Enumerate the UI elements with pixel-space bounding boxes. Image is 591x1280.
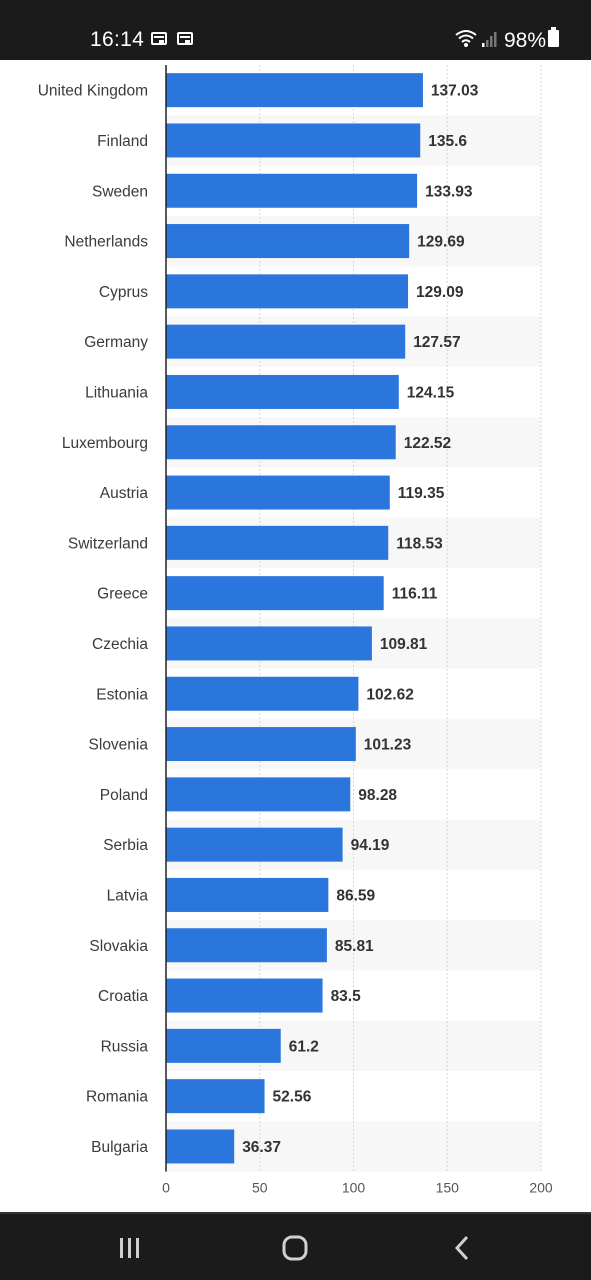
value-label: 119.35 bbox=[398, 485, 445, 502]
bar bbox=[166, 676, 359, 711]
category-label: Netherlands bbox=[64, 234, 148, 251]
bar bbox=[166, 777, 351, 812]
x-tick-label: 100 bbox=[342, 1180, 366, 1196]
value-label: 116.11 bbox=[392, 586, 438, 603]
value-label: 129.09 bbox=[416, 284, 464, 301]
category-label: Cyprus bbox=[99, 284, 148, 301]
navigation-bar bbox=[0, 1212, 591, 1280]
bar bbox=[166, 1079, 265, 1114]
category-label: Slovakia bbox=[89, 938, 148, 955]
status-time: 16:14 bbox=[90, 28, 145, 51]
bar bbox=[166, 978, 323, 1013]
value-label: 135.6 bbox=[428, 133, 467, 150]
notification-card-icon bbox=[151, 32, 167, 45]
value-label: 83.5 bbox=[331, 988, 362, 1005]
bar bbox=[166, 173, 418, 208]
signal-icon bbox=[482, 32, 497, 47]
value-label: 102.62 bbox=[366, 686, 413, 703]
category-label: Slovenia bbox=[89, 737, 149, 754]
bar bbox=[166, 274, 409, 309]
category-label: Poland bbox=[100, 787, 148, 804]
category-label: Finland bbox=[97, 133, 148, 150]
value-label: 118.53 bbox=[396, 535, 443, 552]
bar-chart: United Kingdom 137.03 Finland 135.6 Sweden 13… bbox=[38, 65, 553, 1196]
value-label: 129.69 bbox=[417, 234, 465, 251]
bar bbox=[166, 928, 327, 963]
value-label: 109.81 bbox=[380, 636, 428, 653]
value-label: 101.23 bbox=[364, 737, 412, 754]
value-label: 133.93 bbox=[425, 183, 473, 200]
value-label: 94.19 bbox=[351, 837, 390, 854]
bar bbox=[166, 73, 423, 108]
category-label: Greece bbox=[97, 586, 148, 603]
bar bbox=[166, 374, 399, 409]
category-label: Germany bbox=[84, 334, 148, 351]
bar bbox=[166, 827, 343, 862]
bar bbox=[166, 525, 389, 560]
value-label: 85.81 bbox=[335, 938, 374, 955]
bar bbox=[166, 224, 410, 259]
notification-card-icon bbox=[177, 32, 193, 45]
bar bbox=[166, 576, 384, 611]
category-label: Switzerland bbox=[68, 535, 148, 552]
category-label: Serbia bbox=[103, 837, 148, 854]
bar bbox=[166, 475, 390, 510]
battery-percent: 98% bbox=[504, 29, 547, 52]
bar bbox=[166, 626, 372, 661]
battery-icon bbox=[548, 27, 559, 47]
category-label: Czechia bbox=[92, 636, 148, 653]
category-label: Lithuania bbox=[85, 384, 148, 401]
value-label: 86.59 bbox=[336, 887, 375, 904]
bar bbox=[166, 1129, 235, 1164]
value-label: 127.57 bbox=[413, 334, 460, 351]
home-icon[interactable] bbox=[260, 1214, 330, 1280]
wifi-icon bbox=[455, 30, 477, 47]
category-label: Sweden bbox=[92, 183, 148, 200]
category-label: Estonia bbox=[96, 686, 148, 703]
value-label: 137.03 bbox=[431, 83, 479, 100]
bar bbox=[166, 324, 406, 359]
status-bar: 16:14 98% bbox=[0, 0, 591, 60]
recent-apps-icon[interactable] bbox=[95, 1214, 165, 1280]
category-label: Austria bbox=[100, 485, 149, 502]
value-label: 61.2 bbox=[289, 1038, 319, 1055]
x-tick-label: 0 bbox=[162, 1180, 170, 1196]
x-tick-label: 50 bbox=[252, 1180, 268, 1196]
x-tick-label: 200 bbox=[529, 1180, 553, 1196]
category-label: Russia bbox=[101, 1038, 149, 1055]
bar bbox=[166, 877, 329, 912]
value-label: 52.56 bbox=[273, 1089, 312, 1106]
category-label: Romania bbox=[86, 1089, 148, 1106]
bar bbox=[166, 425, 396, 460]
chart: United Kingdom 137.03 Finland 135.6 Sweden 13… bbox=[0, 60, 591, 1212]
value-label: 98.28 bbox=[358, 787, 397, 804]
category-label: Croatia bbox=[98, 988, 148, 1005]
bar bbox=[166, 727, 356, 762]
back-icon[interactable] bbox=[426, 1214, 496, 1280]
category-label: Luxembourg bbox=[62, 435, 148, 452]
category-label: Bulgaria bbox=[91, 1139, 148, 1156]
value-label: 124.15 bbox=[407, 384, 455, 401]
x-tick-label: 150 bbox=[436, 1180, 460, 1196]
category-label: United Kingdom bbox=[38, 83, 148, 100]
bar bbox=[166, 1028, 281, 1063]
value-label: 36.37 bbox=[242, 1139, 281, 1156]
category-label: Latvia bbox=[107, 887, 149, 904]
bar bbox=[166, 123, 421, 158]
value-label: 122.52 bbox=[404, 435, 451, 452]
